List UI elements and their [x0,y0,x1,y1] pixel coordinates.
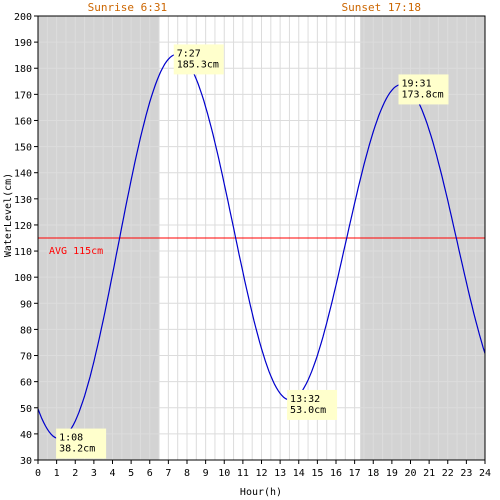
x-tick-label: 14 [293,468,305,479]
extreme-time: 7:27 [177,48,201,59]
y-tick-label: 100 [14,273,32,284]
extreme-time: 19:31 [402,78,432,89]
y-tick-label: 140 [14,169,32,180]
x-tick-label: 5 [128,468,134,479]
x-tick-label: 22 [442,468,454,479]
extreme-time: 13:32 [290,394,320,405]
extreme-label-bg [173,44,224,75]
x-tick-label: 23 [460,468,472,479]
sunrise-label: Sunrise 6:31 [88,1,167,14]
x-tick-label: 24 [479,468,491,479]
x-tick-label: 6 [147,468,153,479]
x-tick-label: 0 [35,468,41,479]
y-tick-label: 70 [20,352,32,363]
average-label: AVG 115cm [49,246,103,257]
x-tick-label: 19 [386,468,398,479]
y-tick-label: 110 [14,247,32,258]
x-tick-label: 8 [184,468,190,479]
y-tick-label: 60 [20,378,32,389]
y-tick-label: 180 [14,64,32,75]
x-tick-label: 3 [91,468,97,479]
y-tick-label: 90 [20,299,32,310]
x-tick-label: 9 [203,468,209,479]
extreme-label-bg [287,389,338,420]
extreme-value: 53.0cm [290,405,326,416]
x-tick-label: 4 [109,468,115,479]
y-tick-label: 40 [20,430,32,441]
y-tick-label: 150 [14,143,32,154]
x-tick-label: 17 [349,468,361,479]
extreme-value: 38.2cm [59,444,95,455]
x-tick-label: 20 [404,468,416,479]
y-tick-label: 200 [14,12,32,23]
extreme-value: 185.3cm [177,59,219,70]
x-tick-label: 15 [311,468,323,479]
x-tick-label: 18 [367,468,379,479]
extreme-time: 1:08 [59,433,83,444]
y-tick-label: 30 [20,456,32,467]
x-tick-label: 11 [237,468,249,479]
x-tick-label: 16 [330,468,342,479]
x-tick-label: 7 [165,468,171,479]
y-tick-label: 160 [14,116,32,127]
y-tick-label: 50 [20,404,32,415]
y-tick-label: 170 [14,90,32,101]
x-axis-label: Hour(h) [240,487,282,498]
x-tick-label: 10 [218,468,230,479]
y-tick-label: 130 [14,195,32,206]
extreme-value: 173.8cm [402,89,444,100]
sunset-label: Sunset 17:18 [341,1,420,14]
extreme-label-bg [56,428,107,459]
x-tick-label: 13 [274,468,286,479]
y-axis-label: WaterLevel(cm) [3,173,14,257]
x-tick-label: 21 [423,468,435,479]
x-tick-label: 2 [72,468,78,479]
y-tick-label: 80 [20,325,32,336]
x-tick-label: 12 [255,468,267,479]
y-tick-label: 190 [14,38,32,49]
y-tick-label: 120 [14,221,32,232]
x-tick-label: 1 [54,468,60,479]
extreme-label-bg [398,74,449,105]
